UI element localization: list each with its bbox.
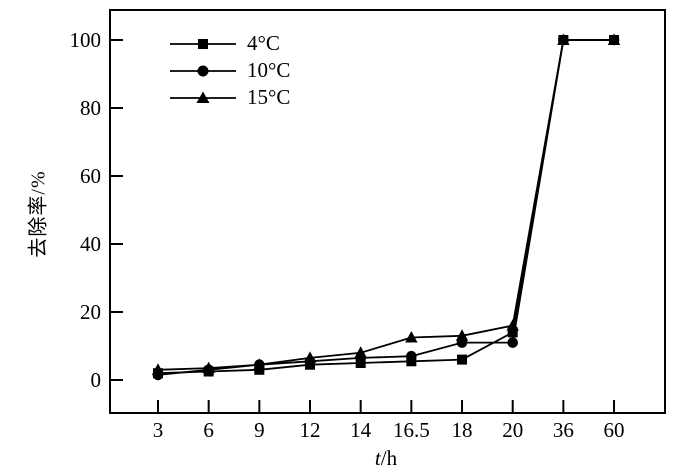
y-tick-label: 0 [91,368,102,392]
x-tick-label: 16.5 [393,418,430,442]
y-tick-label: 100 [70,28,102,52]
square-marker-icon [170,38,236,49]
legend: 4°C 10°C 15°C [170,30,290,111]
data-point-triangle [607,33,621,45]
legend-item-15c: 15°C [170,84,290,111]
data-point-triangle [202,361,215,374]
x-axis-title-unit: /h [380,446,398,470]
x-tick-label: 36 [553,418,574,442]
triangle-marker-icon [170,91,236,103]
y-axis-title: 去除率/% [27,170,50,258]
legend-item-10c: 10°C [170,57,290,84]
data-point-triangle [253,358,266,370]
y-tick-label: 80 [80,96,101,120]
y-tick-label: 20 [80,300,101,324]
x-tick-label: 12 [300,418,321,442]
data-point-square [507,327,518,338]
data-point-circle [507,337,518,348]
y-tick-label: 60 [80,164,101,188]
circle-marker-icon [170,65,236,76]
legend-item-4c: 4°C [170,30,290,57]
data-point-triangle [405,331,418,343]
x-tick-label: 14 [350,418,372,442]
x-tick-label: 9 [254,418,265,442]
legend-label-4c: 4°C [247,31,280,55]
data-point-triangle [455,329,469,341]
data-point-triangle [303,351,317,363]
legend-label-15c: 15°C [247,85,291,109]
y-tick-label: 40 [80,232,101,256]
x-axis-title-symbol: t [374,446,381,470]
data-point-circle [406,350,417,362]
data-point-triangle [506,319,519,331]
legend-label-10c: 10°C [247,58,291,82]
x-tick-label: 18 [452,418,473,442]
data-point-triangle [557,33,570,45]
chart-frame [109,9,666,414]
data-point-triangle [354,346,367,358]
data-point-square [457,354,468,365]
x-tick-label: 20 [502,418,523,442]
x-axis-title: t/h [375,446,397,471]
data-point-triangle [151,363,165,375]
x-tick-label: 60 [604,418,625,442]
x-tick-label: 6 [203,418,214,442]
series-line-triangle [157,39,615,371]
x-tick-label: 3 [153,418,164,442]
